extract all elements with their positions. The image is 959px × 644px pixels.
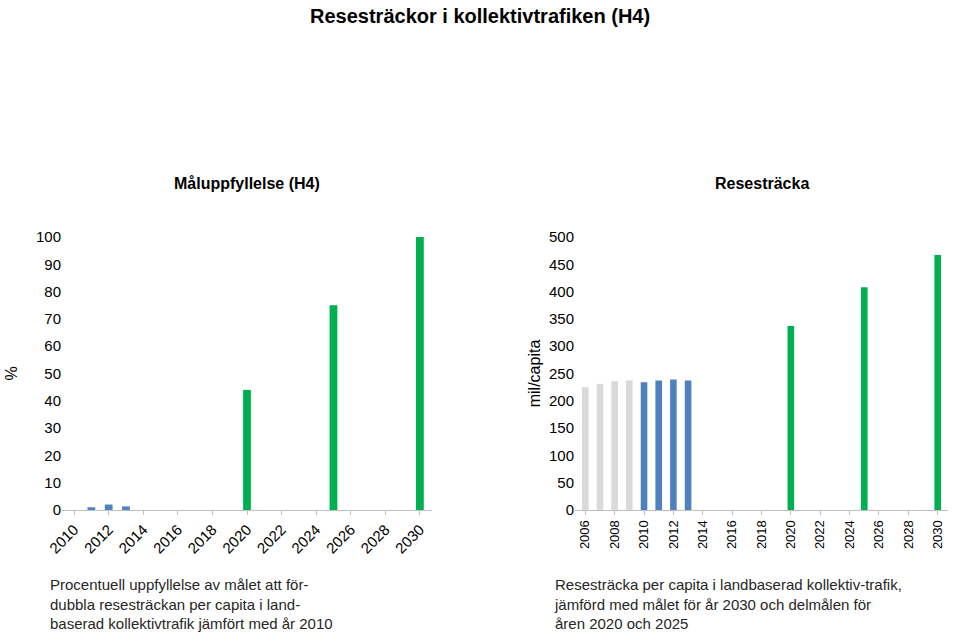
- svg-text:2018: 2018: [184, 521, 220, 557]
- svg-text:2014: 2014: [695, 520, 710, 549]
- svg-text:0: 0: [53, 501, 61, 518]
- svg-text:450: 450: [549, 256, 574, 273]
- svg-text:2024: 2024: [842, 520, 857, 549]
- svg-text:10: 10: [44, 474, 61, 491]
- svg-text:Måluppfyllelse (H4): Måluppfyllelse (H4): [174, 175, 320, 192]
- svg-text:400: 400: [549, 283, 574, 300]
- svg-text:90: 90: [44, 256, 61, 273]
- svg-text:2020: 2020: [219, 521, 255, 557]
- svg-text:2012: 2012: [80, 521, 116, 557]
- svg-text:2022: 2022: [253, 521, 289, 557]
- svg-text:60: 60: [44, 337, 61, 354]
- svg-text:0: 0: [566, 501, 574, 518]
- svg-text:Resesträcka: Resesträcka: [715, 175, 809, 192]
- svg-text:50: 50: [557, 474, 574, 491]
- svg-text:2030: 2030: [930, 520, 945, 549]
- svg-text:100: 100: [549, 447, 574, 464]
- svg-text:500: 500: [549, 228, 574, 245]
- svg-text:2026: 2026: [323, 521, 359, 557]
- svg-text:2006: 2006: [578, 520, 593, 549]
- svg-text:Procentuell uppfyllelse av mål: Procentuell uppfyllelse av målet att för…: [50, 576, 333, 632]
- svg-text:Resesträcka per capita i landb: Resesträcka per capita i landbaserad kol…: [554, 576, 902, 632]
- svg-text:200: 200: [549, 392, 574, 409]
- svg-text:30: 30: [44, 419, 61, 436]
- svg-text:2014: 2014: [115, 521, 151, 557]
- svg-text:70: 70: [44, 310, 61, 327]
- svg-text:2022: 2022: [812, 520, 827, 549]
- svg-text:2012: 2012: [666, 520, 681, 549]
- svg-text:%: %: [3, 366, 20, 380]
- svg-text:20: 20: [44, 447, 61, 464]
- svg-text:2026: 2026: [871, 520, 886, 549]
- svg-text:2030: 2030: [392, 521, 428, 557]
- svg-text:50: 50: [44, 365, 61, 382]
- svg-text:Resesträckor i kollektivtrafik: Resesträckor i kollektivtrafiken (H4): [310, 5, 650, 27]
- svg-text:2028: 2028: [901, 520, 916, 549]
- svg-text:80: 80: [44, 283, 61, 300]
- svg-text:2016: 2016: [724, 520, 739, 549]
- svg-text:2024: 2024: [288, 521, 324, 557]
- svg-text:40: 40: [44, 392, 61, 409]
- svg-text:2008: 2008: [607, 520, 622, 549]
- svg-text:300: 300: [549, 337, 574, 354]
- svg-text:2016: 2016: [150, 521, 186, 557]
- svg-text:100: 100: [36, 228, 61, 245]
- svg-text:2010: 2010: [46, 521, 82, 557]
- svg-text:2020: 2020: [783, 520, 798, 549]
- svg-text:2028: 2028: [357, 521, 393, 557]
- svg-text:250: 250: [549, 365, 574, 382]
- svg-text:350: 350: [549, 310, 574, 327]
- svg-text:mil/capita: mil/capita: [526, 340, 543, 408]
- svg-text:150: 150: [549, 419, 574, 436]
- svg-text:2010: 2010: [636, 520, 651, 549]
- svg-text:2018: 2018: [754, 520, 769, 549]
